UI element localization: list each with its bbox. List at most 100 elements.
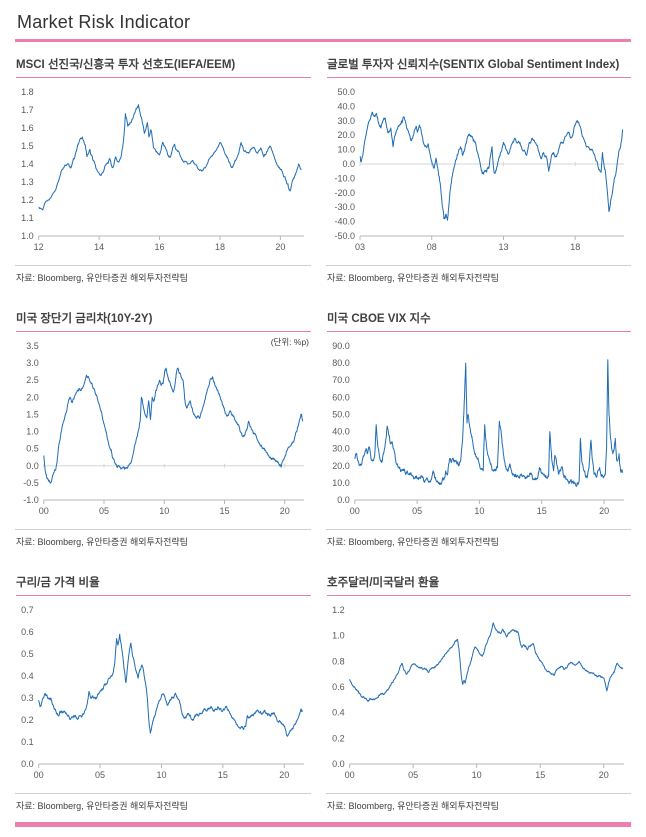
svg-text:1.8: 1.8 [21, 87, 34, 97]
svg-text:50.0: 50.0 [332, 409, 350, 419]
svg-text:60.0: 60.0 [332, 392, 350, 402]
line-chart: 0.7 0.6 0.5 0.4 0.3 0.2 0.1 0.0 00 05 10 15 20 [15, 600, 311, 791]
svg-text:0.5: 0.5 [21, 649, 34, 659]
chart-panel-audusd: 호주달러/미국달러 환율 1.2 1.0 0.8 0.6 0.4 0.2 0.0 00 05 10… [326, 574, 631, 812]
chart-canvas: 50.0 40.0 30.0 20.0 10.0 0.0 -10.0 -20.0 -30.0 -4… [326, 82, 631, 263]
source-label: 자료: Bloomberg, 유안타증권 해외투자전략팀 [327, 801, 499, 811]
svg-text:10.0: 10.0 [332, 478, 350, 488]
svg-text:1.7: 1.7 [21, 105, 34, 115]
svg-text:00: 00 [34, 770, 44, 780]
svg-text:-0.5: -0.5 [23, 478, 39, 488]
svg-text:10: 10 [472, 770, 482, 780]
svg-text:0.6: 0.6 [332, 682, 345, 692]
top-accent-bar [15, 39, 631, 42]
svg-text:1.0: 1.0 [21, 231, 34, 241]
svg-text:0.0: 0.0 [21, 759, 34, 769]
chart-title: 호주달러/미국달러 환율 [327, 574, 631, 596]
chart-title: MSCI 선진국/신흥국 투자 선호도(IEFA/EEM) [16, 56, 311, 78]
source-label: 자료: Bloomberg, 유안타증권 해외투자전략팀 [327, 537, 499, 547]
svg-text:0.5: 0.5 [26, 444, 39, 454]
svg-text:30.0: 30.0 [337, 116, 355, 126]
svg-text:20: 20 [599, 506, 609, 516]
svg-text:00: 00 [350, 506, 360, 516]
svg-text:-1.0: -1.0 [23, 495, 39, 505]
chart-canvas: (단위: %p) 3.5 3.0 2.5 2.0 1.5 1.0 0.5 0.0 -0.5 -1.… [15, 336, 311, 527]
chart-title: 미국 장단기 금리차(10Y-2Y) [16, 310, 311, 332]
svg-text:05: 05 [408, 770, 418, 780]
svg-text:00: 00 [39, 506, 49, 516]
svg-text:0.0: 0.0 [337, 495, 350, 505]
svg-text:08: 08 [427, 242, 437, 252]
line-chart: 90.0 80.0 70.0 60.0 50.0 40.0 30.0 20.0 10.0 0.0 0… [326, 336, 631, 527]
page-title: Market Risk Indicator [17, 12, 191, 32]
svg-text:0.2: 0.2 [332, 733, 345, 743]
svg-text:1.5: 1.5 [21, 141, 34, 151]
chart-title: 구리/금 가격 비율 [16, 574, 311, 596]
svg-text:12: 12 [34, 242, 44, 252]
svg-text:03: 03 [355, 242, 365, 252]
chart-canvas: 1.2 1.0 0.8 0.6 0.4 0.2 0.0 00 05 10 15 20 [326, 600, 631, 791]
svg-text:20.0: 20.0 [337, 130, 355, 140]
svg-text:0.2: 0.2 [21, 715, 34, 725]
svg-text:2.5: 2.5 [26, 375, 39, 385]
source-divider [326, 793, 631, 794]
svg-text:20: 20 [275, 242, 285, 252]
svg-text:10: 10 [159, 506, 169, 516]
svg-text:1.5: 1.5 [26, 409, 39, 419]
svg-text:13: 13 [498, 242, 508, 252]
svg-text:-40.0: -40.0 [334, 217, 355, 227]
chart-panel-sentix: 글로벌 투자자 신뢰지수(SENTIX Global Sentiment Ind… [326, 56, 631, 284]
svg-text:15: 15 [218, 770, 228, 780]
svg-text:10.0: 10.0 [337, 145, 355, 155]
svg-text:0.0: 0.0 [26, 461, 39, 471]
svg-text:-10.0: -10.0 [334, 173, 355, 183]
svg-text:-50.0: -50.0 [334, 231, 355, 241]
svg-text:1.2: 1.2 [21, 195, 34, 205]
svg-text:05: 05 [412, 506, 422, 516]
svg-text:3.0: 3.0 [26, 358, 39, 368]
svg-text:20: 20 [280, 506, 290, 516]
chart-title: 글로벌 투자자 신뢰지수(SENTIX Global Sentiment Ind… [327, 56, 631, 78]
svg-text:10: 10 [156, 770, 166, 780]
svg-text:10: 10 [474, 506, 484, 516]
chart-panel-msci-ratio: MSCI 선진국/신흥국 투자 선호도(IEFA/EEM) 1.8 1.7 1.6 1… [15, 56, 311, 284]
svg-text:90.0: 90.0 [332, 341, 350, 351]
chart-canvas: 1.8 1.7 1.6 1.5 1.4 1.3 1.2 1.1 1.0 12 14 16 18 20 [15, 82, 311, 263]
svg-text:0.0: 0.0 [332, 759, 345, 769]
svg-text:15: 15 [535, 770, 545, 780]
svg-text:40.0: 40.0 [337, 101, 355, 111]
svg-text:1.2: 1.2 [332, 605, 345, 615]
svg-text:70.0: 70.0 [332, 375, 350, 385]
svg-text:16: 16 [154, 242, 164, 252]
line-chart: 3.5 3.0 2.5 2.0 1.5 1.0 0.5 0.0 -0.5 -1.0 00 05 10 15… [15, 336, 311, 527]
svg-text:0.3: 0.3 [21, 693, 34, 703]
svg-text:40.0: 40.0 [332, 427, 350, 437]
svg-text:0.4: 0.4 [332, 708, 345, 718]
source-divider [326, 265, 631, 266]
chart-title: 미국 CBOE VIX 지수 [327, 310, 631, 332]
svg-text:05: 05 [95, 770, 105, 780]
svg-text:05: 05 [99, 506, 109, 516]
svg-text:0.7: 0.7 [21, 605, 34, 615]
svg-text:1.4: 1.4 [21, 159, 34, 169]
line-chart: 1.2 1.0 0.8 0.6 0.4 0.2 0.0 00 05 10 15 20 [326, 600, 631, 791]
svg-text:0.4: 0.4 [21, 671, 34, 681]
svg-text:0.0: 0.0 [342, 159, 355, 169]
svg-text:-30.0: -30.0 [334, 202, 355, 212]
svg-text:14: 14 [94, 242, 104, 252]
svg-text:3.5: 3.5 [26, 341, 39, 351]
source-divider [15, 529, 311, 530]
svg-text:00: 00 [345, 770, 355, 780]
svg-text:20: 20 [599, 770, 609, 780]
svg-text:1.6: 1.6 [21, 123, 34, 133]
chart-canvas: 90.0 80.0 70.0 60.0 50.0 40.0 30.0 20.0 10.0 0.0 0… [326, 336, 631, 527]
svg-text:1.1: 1.1 [21, 213, 34, 223]
source-divider [15, 793, 311, 794]
source-divider [326, 529, 631, 530]
svg-text:1.3: 1.3 [21, 177, 34, 187]
bottom-accent-bar [15, 822, 631, 827]
source-label: 자료: Bloomberg, 유안타증권 해외투자전략팀 [16, 537, 188, 547]
svg-text:-20.0: -20.0 [334, 188, 355, 198]
svg-text:50.0: 50.0 [337, 87, 355, 97]
svg-text:0.6: 0.6 [21, 627, 34, 637]
